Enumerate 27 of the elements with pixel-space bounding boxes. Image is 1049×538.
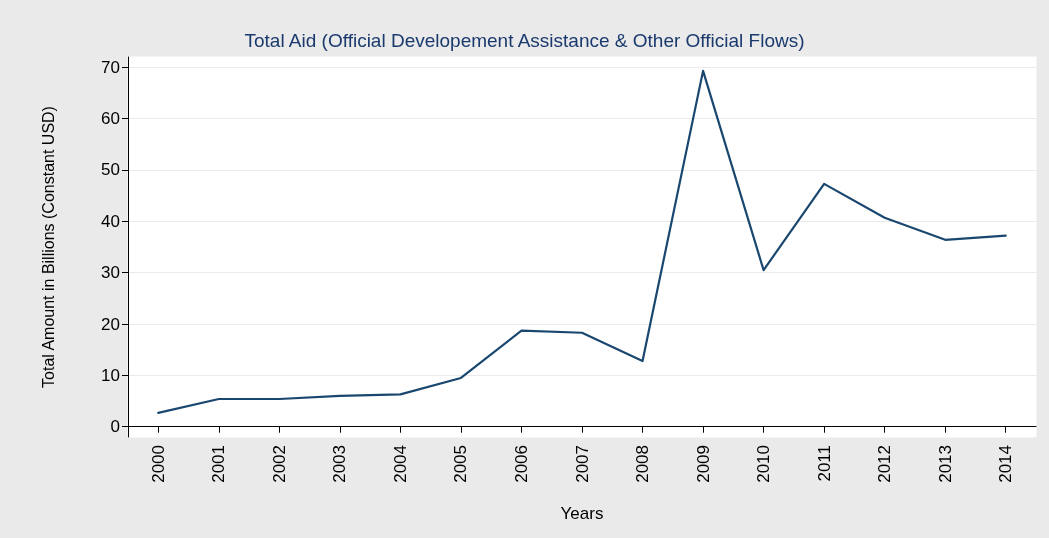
- y-tick-label: 30: [101, 263, 120, 283]
- x-tick-label: 2009: [693, 445, 713, 483]
- x-tick-label: 2011: [814, 445, 834, 482]
- y-tick-label: 50: [101, 160, 120, 180]
- line-series: [157, 69, 1007, 414]
- y-tick-label: 70: [101, 57, 120, 77]
- x-tick-label: 2001: [209, 445, 229, 483]
- x-tick-label: 2008: [633, 445, 653, 483]
- x-tick-label: 2006: [511, 445, 531, 483]
- x-axis-title: Years: [560, 504, 604, 523]
- x-tick-label: 2013: [935, 445, 955, 483]
- y-tick-label: 20: [101, 314, 120, 334]
- x-tick-label: 2014: [996, 445, 1016, 483]
- x-tick-label: 2004: [390, 445, 410, 483]
- y-tick-label: 10: [101, 365, 120, 385]
- x-tick-label: 2003: [330, 445, 350, 483]
- x-tick-label: 2005: [451, 445, 471, 483]
- x-tick-label: 2000: [148, 445, 168, 483]
- y-tick-label: 60: [101, 109, 120, 129]
- x-tick-label: 2007: [572, 445, 592, 483]
- y-tick-label: 0: [110, 417, 120, 437]
- x-tick-label: 2012: [875, 445, 895, 483]
- y-axis-title: Total Amount in Billions (Constant USD): [39, 106, 57, 388]
- y-tick-label: 40: [101, 211, 120, 231]
- chart-title: Total Aid (Official Developement Assistance & Other Official Flows): [244, 30, 805, 51]
- x-tick-label: 2010: [754, 445, 774, 483]
- x-tick-label: 2002: [269, 445, 289, 483]
